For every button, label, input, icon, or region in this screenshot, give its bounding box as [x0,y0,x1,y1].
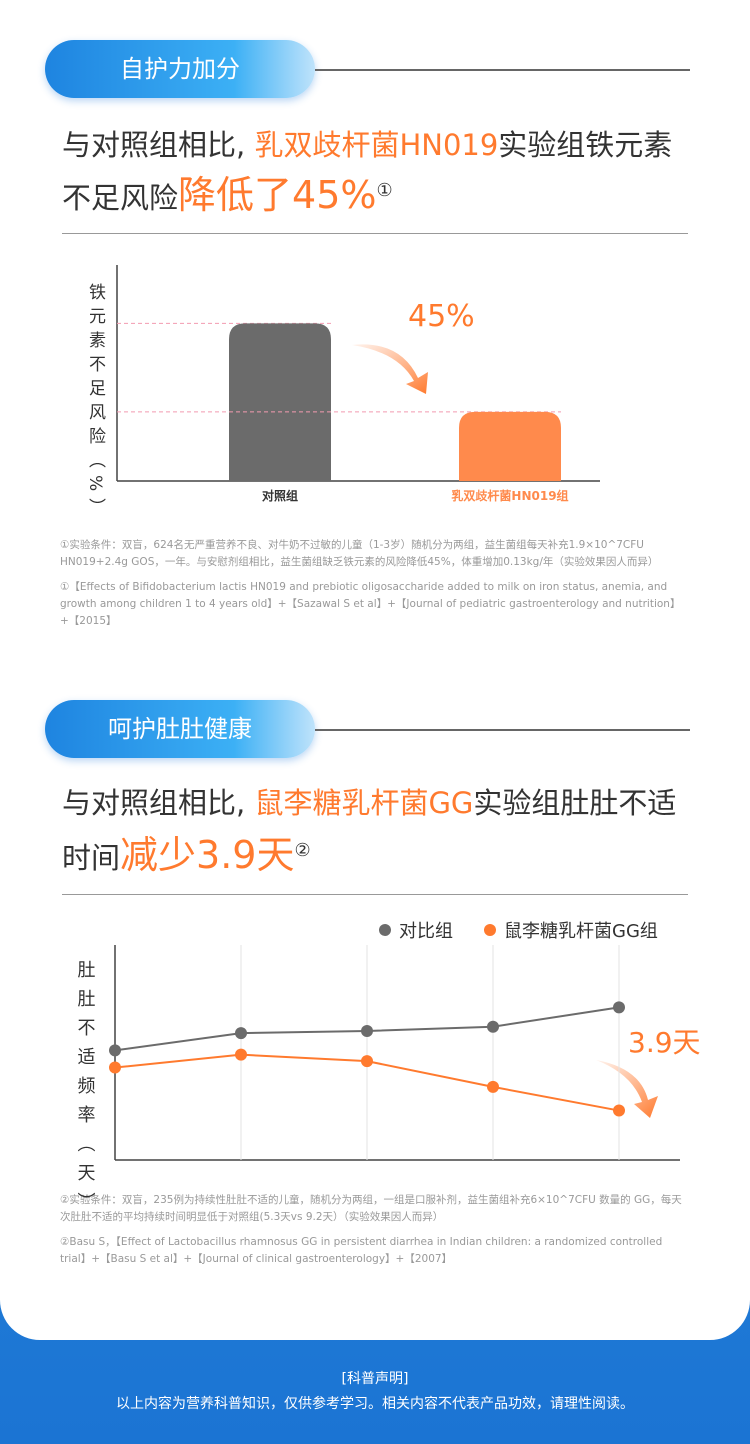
charts: 铁元素不足风险（%） 对照组 乳双歧杆菌HN019组 45% 肚肚不适频率（天） 对比组 鼠… [75,265,701,1221]
data-point [235,1027,247,1040]
headline-text: 时间 [62,841,121,875]
y-axis-label: 铁元素不足风险（%） [85,283,106,522]
headline-text: 实验组铁元素 [498,128,673,162]
content-card [0,0,750,1340]
bar [229,323,331,481]
headline: 与对照组相比, 鼠李糖乳杆菌GG实验组肚肚不适 [62,778,676,828]
headline-highlight: 乳双歧杆菌HN019 [254,128,499,162]
footnote: ②Basu S，【Effect of Lactobacillus rhamnos… [60,1236,663,1265]
divider [62,894,688,895]
headline-text: 与对照组相比, [62,128,255,162]
section-heading: 自护力加分 [45,40,315,98]
data-point [487,1080,499,1093]
data-point [361,1025,373,1037]
annotation: 3.9天 [628,1026,701,1059]
disclaimer-title: [科普声明] [341,1371,409,1387]
headline-highlight: 减少3.9天 [120,833,295,877]
trend-arrow [352,344,428,394]
footnote-ref: ① [376,180,393,201]
disclaimer-text: 以上内容为营养科普知识，仅供参考学习。相关内容不代表产品功效，请理性阅读。 [116,1396,634,1412]
x-tick-label: 对照组 [262,488,298,503]
footnote: ①【Effects of Bifidobacterium lactis HN01… [60,581,681,627]
data-point [487,1020,499,1033]
footnote: ①实验条件：双盲，624名无严重营养不良、对牛奶不过敏的儿童（1-3岁）随机分为… [60,539,659,568]
divider [62,233,688,234]
trend-arrow [596,1060,658,1118]
headline: 与对照组相比, 乳双歧杆菌HN019实验组铁元素 [62,120,672,170]
bar [459,411,561,481]
footnote-ref: ② [294,840,311,861]
footnote: ②实验条件：双盲，235例为持续性肚肚不适的儿童，随机分为两组，一组是口服补剂，… [60,1194,682,1223]
heading-rule [315,69,690,71]
x-tick-label: 乳双歧杆菌HN019组 [451,488,568,503]
y-axis-label: 肚肚不适频率（天） [75,960,96,1221]
legend-label: 对比组 [399,921,453,942]
data-point [613,1001,625,1014]
data-point [235,1048,247,1061]
data-point [613,1104,625,1117]
headline-text: 实验组肚肚不适 [473,786,677,820]
heading-rule [315,729,690,731]
headline: 时间减少3.9天② [62,826,311,883]
section-heading: 呵护肚肚健康 [45,700,315,758]
headline-highlight: 降低了45% [178,173,377,217]
data-point [361,1055,373,1068]
headline: 不足风险降低了45%① [62,166,393,223]
legend-label: 鼠李糖乳杆菌GG组 [504,921,658,942]
data-point [109,1044,121,1057]
headline-text: 与对照组相比, [62,786,255,820]
annotation: 45% [408,299,475,334]
legend-marker [379,924,391,936]
data-point [109,1061,121,1074]
headline-text: 不足风险 [62,181,179,215]
headline-highlight: 鼠李糖乳杆菌GG [254,786,474,820]
legend-marker [484,924,496,936]
